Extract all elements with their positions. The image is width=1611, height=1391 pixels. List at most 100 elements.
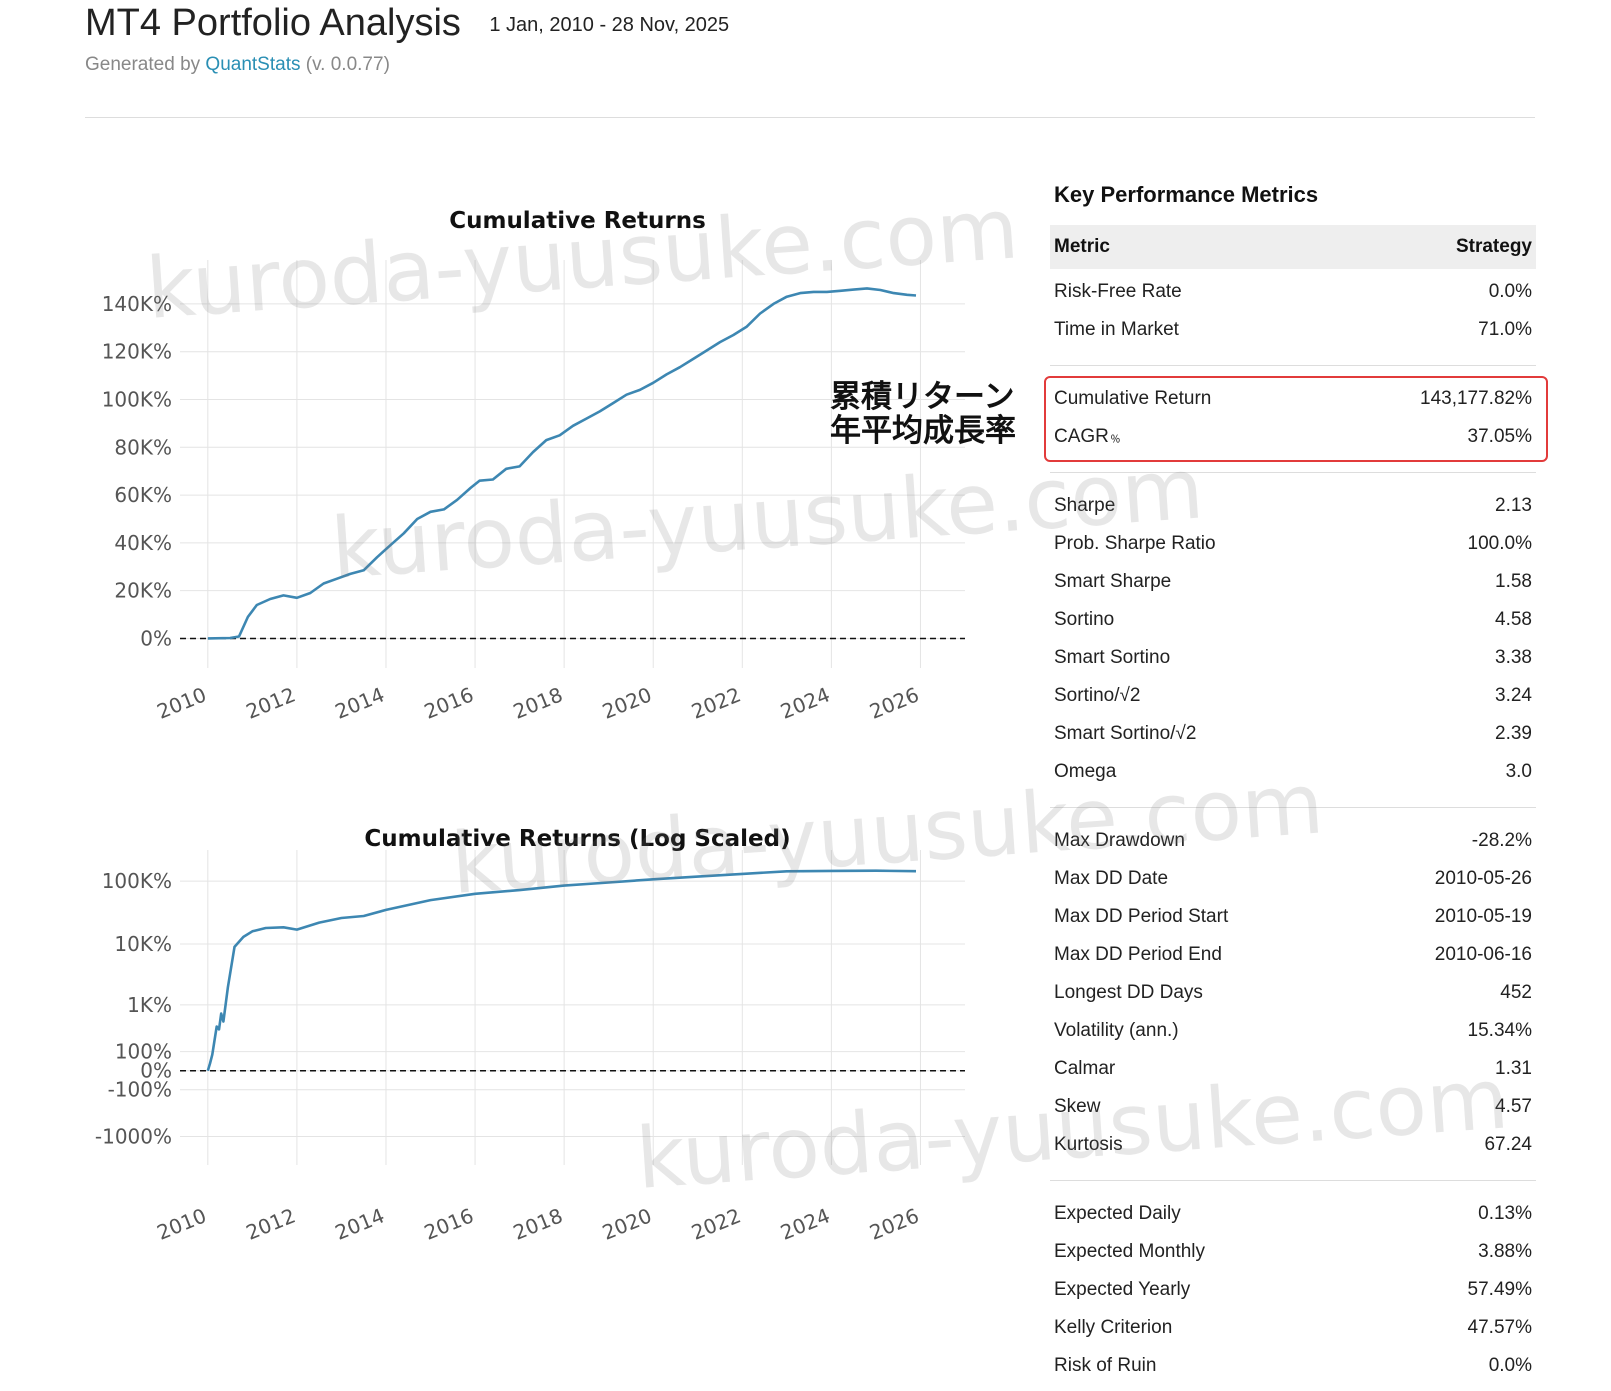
header-divider	[85, 117, 1535, 118]
metric-value: 100.0%	[1467, 533, 1532, 554]
metric-label-text: Time in Market	[1054, 319, 1179, 340]
metric-value: 4.58	[1495, 609, 1532, 630]
metric-label: Expected Daily	[1054, 1203, 1181, 1225]
metric-label: Sharpe	[1054, 495, 1115, 517]
metric-row: Max DD Period End 2010-06-16	[1050, 936, 1536, 974]
metric-value: 4.57	[1495, 1096, 1532, 1117]
metric-label: Sortino	[1054, 609, 1114, 631]
x-tick-label: 2020	[599, 1203, 655, 1244]
metrics-divider	[1050, 472, 1536, 473]
metric-row: Sharpe 2.13	[1050, 487, 1536, 525]
metric-row: Max DD Date 2010-05-26	[1050, 860, 1536, 898]
metric-label: Kelly Criterion	[1054, 1317, 1172, 1339]
metric-value: 1.58	[1495, 571, 1532, 592]
metric-label-text: Max DD Period Start	[1054, 906, 1229, 927]
metric-value: 15.34%	[1467, 1020, 1532, 1041]
x-tick-label: 2020	[599, 682, 655, 723]
metric-value: 2.39	[1495, 723, 1532, 744]
cumulative-returns-log-chart: Cumulative Returns (Log Scaled) 2010 2012 2…	[80, 826, 980, 1260]
date-range: 1 Jan, 2010 - 28 Nov, 2025	[489, 14, 730, 36]
metric-label-text: Expected Yearly	[1054, 1279, 1191, 1300]
metric-label: Smart Sharpe	[1054, 571, 1171, 593]
generated-by: Generated by QuantStats (v. 0.0.77)	[85, 54, 390, 76]
metric-row: Expected Monthly 3.88%	[1050, 1233, 1536, 1271]
x-tick-label: 2018	[510, 682, 566, 723]
jp-annotation: 累積リターン 年平均成長率	[830, 380, 1016, 448]
x-tick-label: 2022	[688, 1203, 744, 1244]
metric-label: Max DD Period Start	[1054, 906, 1228, 928]
cumulative-returns-chart: Cumulative Returns 2010 2012 2014 2016 2018 20…	[80, 200, 980, 740]
metrics-table-header: Metric Strategy	[1050, 225, 1536, 269]
metric-label-text: Sortino/√2	[1054, 685, 1141, 706]
y-tick-label: 40K%	[114, 531, 172, 555]
metric-label: Longest DD Days	[1054, 982, 1203, 1004]
metric-label: Max Drawdown	[1054, 830, 1185, 852]
metrics-group-returns: Cumulative Return 143,177.82% CAGR﹪ 37.05%	[1044, 376, 1548, 462]
metric-value: -28.2%	[1471, 830, 1532, 851]
x-tick-label: 2024	[777, 682, 833, 723]
metric-row: Omega 3.0	[1050, 753, 1536, 791]
metric-row: Smart Sortino 3.38	[1050, 639, 1536, 677]
metric-row: CAGR﹪ 37.05%	[1050, 418, 1536, 456]
metric-label: Calmar	[1054, 1058, 1115, 1080]
metric-label: Smart Sortino/√2	[1054, 723, 1196, 745]
metric-row: Sortino/√2 3.24	[1050, 677, 1536, 715]
metric-value: 3.24	[1495, 685, 1532, 706]
metric-row: Time in Market 71.0%	[1050, 311, 1536, 349]
metric-row: Expected Daily 0.13%	[1050, 1195, 1536, 1233]
metric-label-text: Calmar	[1054, 1058, 1116, 1079]
metric-value: 3.38	[1495, 647, 1532, 668]
metric-label: Risk of Ruin	[1054, 1355, 1156, 1377]
y-tick-label: -100%	[108, 1078, 172, 1102]
x-tick-label: 2024	[777, 1203, 833, 1244]
metrics-title: Key Performance Metrics	[1054, 182, 1319, 207]
y-tick-label: 1K%	[127, 993, 172, 1017]
metric-row: Kurtosis 67.24	[1050, 1126, 1536, 1164]
x-tick-label: 2016	[421, 1203, 477, 1244]
metric-label: Expected Yearly	[1054, 1279, 1190, 1301]
y-tick-label: 60K%	[114, 483, 172, 507]
metric-label-text: Expected Monthly	[1054, 1241, 1206, 1262]
metric-value: 67.24	[1484, 1134, 1532, 1155]
metric-label-text: Max DD Period End	[1054, 944, 1222, 965]
jp-annotation-line1: 累積リターン	[830, 379, 1015, 415]
metric-row: Max DD Period Start 2010-05-19	[1050, 898, 1536, 936]
metrics-divider	[1050, 807, 1536, 808]
metric-label-text: Risk-Free Rate	[1054, 281, 1182, 302]
metric-label: Cumulative Return	[1054, 388, 1211, 410]
title-row: MT4 Portfolio Analysis 1 Jan, 2010 - 28 …	[85, 0, 729, 45]
y-tick-label: 80K%	[114, 435, 172, 459]
metrics-group-ratios: Sharpe 2.13 Prob. Sharpe Ratio 100.0% Smart …	[1050, 483, 1536, 797]
metric-value: 452	[1500, 982, 1532, 1003]
strategy-col-header: Strategy	[1455, 236, 1532, 257]
cumulative-returns-svg: Cumulative Returns 2010 2012 2014 2016 2018 20…	[102, 208, 965, 724]
metric-label-text: Max Drawdown	[1054, 830, 1185, 851]
metric-label-text: Prob. Sharpe Ratio	[1054, 533, 1216, 554]
metric-label-text: Risk of Ruin	[1054, 1355, 1157, 1376]
metric-value: 57.49%	[1467, 1279, 1532, 1300]
y-tick-label: 140K%	[102, 292, 172, 316]
metric-label: Time in Market	[1054, 319, 1179, 341]
metric-label: Risk-Free Rate	[1054, 281, 1182, 303]
metric-label: Prob. Sharpe Ratio	[1054, 533, 1216, 555]
metric-value: 71.0%	[1478, 319, 1532, 340]
x-tick-label: 2022	[688, 682, 744, 723]
metric-value: 3.0	[1505, 761, 1532, 782]
metric-row: Sortino 4.58	[1050, 601, 1536, 639]
metric-label: Omega	[1054, 761, 1116, 783]
y-tick-label: 120K%	[102, 340, 172, 364]
generator-version: (v. 0.0.77)	[300, 54, 390, 75]
metric-value: 2.13	[1495, 495, 1532, 516]
metric-label: Max DD Period End	[1054, 944, 1222, 966]
metrics-group-risk: Max Drawdown -28.2% Max DD Date 2010-05-26 M…	[1050, 818, 1536, 1170]
metric-value: 37.05%	[1467, 426, 1532, 447]
y-tick-label: -1000%	[95, 1124, 172, 1148]
metric-value: 0.0%	[1488, 1355, 1532, 1376]
metric-value: 143,177.82%	[1420, 388, 1532, 409]
series-line	[206, 869, 917, 1072]
metric-label-text: Max DD Date	[1054, 868, 1169, 889]
key-performance-metrics: Key Performance Metrics Metric Strategy …	[1044, 175, 1548, 1391]
metric-row: Risk-Free Rate 0.0%	[1050, 273, 1536, 311]
x-tick-label: 2026	[866, 682, 922, 723]
quantstats-link[interactable]: QuantStats	[205, 54, 301, 75]
